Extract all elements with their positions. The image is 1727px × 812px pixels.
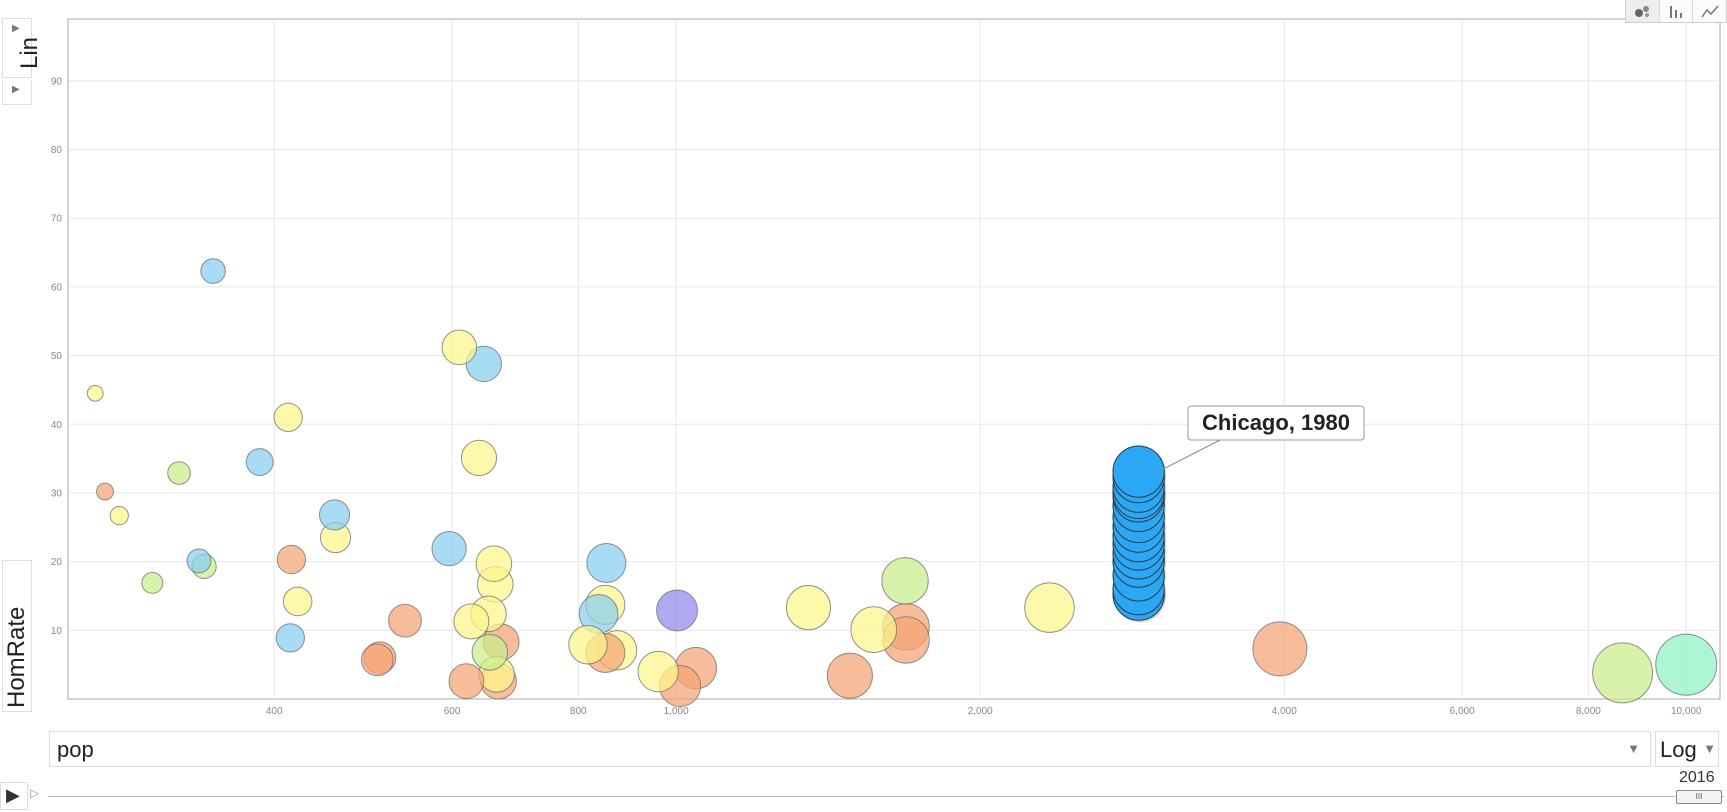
bubble-icon: [1635, 6, 1650, 17]
x-variable-selector[interactable]: pop ▼: [49, 731, 1651, 767]
bubble[interactable]: [86, 384, 104, 402]
bubble[interactable]: [850, 606, 898, 653]
expand-arrow-icon: ▶: [12, 84, 20, 95]
x-tick-label: 6,000: [1450, 706, 1475, 717]
tab-line-chart[interactable]: [1692, 0, 1726, 22]
bubble[interactable]: [471, 634, 509, 671]
bubble[interactable]: [200, 258, 226, 284]
current-year-label: 2016: [1679, 769, 1715, 786]
play-button[interactable]: ▶: [0, 782, 28, 810]
chicago-bubble-trail: [1112, 445, 1166, 623]
x-tick-label: 4,000: [1272, 706, 1297, 717]
x-variable-label: pop: [57, 737, 94, 762]
y-tick-labels: 10 20 30 40 50 60 70 80 90: [51, 76, 63, 636]
bubble[interactable]: [273, 402, 303, 432]
tooltip-leader-line: [1153, 435, 1229, 475]
bubble[interactable]: [586, 543, 627, 583]
x-tick-label: 2,000: [968, 706, 993, 717]
x-scale-label: Log: [1660, 737, 1697, 762]
bubble[interactable]: [1655, 633, 1718, 696]
bubble[interactable]: [318, 499, 351, 531]
tooltip-box: [1187, 405, 1365, 441]
bubble[interactable]: [826, 652, 873, 699]
bubble[interactable]: [245, 448, 274, 476]
bubble[interactable]: [441, 329, 478, 366]
bubbles: [86, 258, 1718, 707]
y-tick-label: 30: [51, 488, 63, 499]
bubble[interactable]: [475, 545, 513, 583]
speed-control[interactable]: ▷: [30, 786, 46, 802]
y-tick-label: 60: [51, 282, 63, 293]
bubble[interactable]: [453, 603, 490, 640]
speed-icon: ▷: [30, 786, 40, 800]
play-icon: ▶: [6, 785, 20, 805]
bubble[interactable]: [96, 482, 114, 501]
chevron-down-icon: ▼: [1703, 741, 1716, 756]
bubble[interactable]: [460, 439, 498, 477]
bar-chart-icon: [1670, 6, 1682, 18]
bubble[interactable]: [431, 530, 467, 567]
y-tick-label: 90: [51, 76, 63, 87]
x-tick-label: 800: [570, 706, 587, 717]
line-chart-icon: [1701, 5, 1719, 18]
y-tick-label: 50: [51, 351, 63, 362]
y-scale-arrow-icon: ▶: [12, 23, 20, 34]
x-tick-labels: 400 600 800 1,000 2,000 4,000 6,000 8,000 10,000: [266, 706, 1702, 717]
x-tick-label: 400: [266, 706, 283, 717]
time-slider-thumb[interactable]: III: [1676, 790, 1722, 804]
tab-bubble-chart[interactable]: [1626, 0, 1659, 22]
chart-type-tabs: [1625, 0, 1727, 23]
bubble[interactable]: [881, 557, 929, 605]
y-tick-label: 80: [51, 145, 63, 156]
bubble[interactable]: [1252, 621, 1308, 677]
time-slider-track[interactable]: [48, 796, 1724, 797]
bubble[interactable]: [1024, 582, 1075, 633]
bubble[interactable]: [141, 571, 164, 594]
bubble[interactable]: [275, 623, 305, 653]
y-scale-selector[interactable]: ▶ Lin: [2, 18, 43, 78]
bubble[interactable]: [282, 586, 313, 617]
y-axis-expand-button[interactable]: ▶: [2, 80, 32, 105]
tooltip-label: Chicago, 1980: [1202, 410, 1350, 435]
x-scale-selector[interactable]: Log ▼: [1655, 731, 1719, 767]
bubble[interactable]: [167, 461, 191, 485]
y-variable-selector[interactable]: HomRate: [2, 560, 32, 712]
x-tick-label: 600: [444, 706, 461, 717]
bubble[interactable]: [448, 663, 485, 700]
bubble[interactable]: [276, 544, 307, 575]
y-tick-label: 10: [51, 626, 63, 637]
y-tick-label: 20: [51, 557, 63, 568]
bubble[interactable]: [388, 603, 422, 638]
bubble[interactable]: [360, 643, 394, 677]
y-tick-label: 70: [51, 214, 63, 225]
tab-bar-chart[interactable]: [1658, 0, 1693, 22]
x-tick-label: 8,000: [1576, 706, 1601, 717]
selected-bubble-tooltip: Chicago, 1980: [1153, 405, 1365, 475]
y-scale-label: Lin: [16, 36, 43, 69]
chicago-bubble[interactable]: [1112, 445, 1165, 498]
x-tick-label: 1,000: [664, 706, 689, 717]
x-tick-label: 10,000: [1671, 706, 1702, 717]
bubble[interactable]: [656, 589, 698, 632]
bubble[interactable]: [1592, 642, 1654, 704]
bubble[interactable]: [785, 585, 832, 631]
y-tick-label: 40: [51, 420, 63, 431]
y-variable-label: HomRate: [3, 606, 30, 708]
bubble[interactable]: [568, 624, 608, 665]
bubble[interactable]: [186, 548, 212, 574]
bubble[interactable]: [109, 505, 129, 526]
bubble[interactable]: [637, 650, 679, 693]
chevron-down-icon: ▼: [1627, 741, 1640, 756]
